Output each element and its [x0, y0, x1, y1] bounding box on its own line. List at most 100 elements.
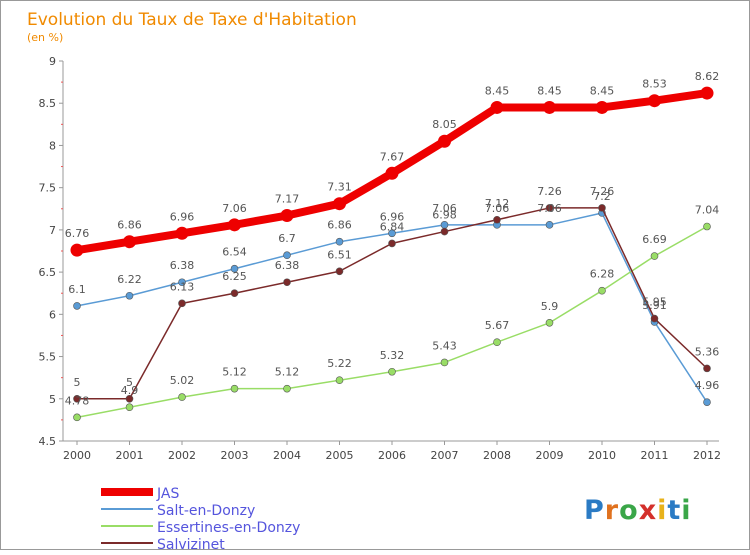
data-label: 7.04: [695, 204, 720, 217]
data-label: 6.54: [222, 246, 247, 259]
data-labels: 6.16.226.386.546.76.866.967.06 7.06 7.067.…: [65, 70, 720, 407]
data-label: 7.26: [590, 185, 615, 198]
x-tick-label: 2000: [63, 449, 91, 462]
data-point: [595, 100, 609, 114]
data-point: [280, 209, 294, 223]
logo-letter: o: [619, 495, 639, 526]
data-point: [598, 204, 606, 212]
data-label: 6.76: [65, 227, 90, 240]
data-point: [700, 86, 714, 100]
data-label: 6.51: [327, 248, 352, 261]
data-point: [703, 398, 711, 406]
data-label: 5.67: [485, 319, 510, 332]
data-label: 6.13: [170, 280, 195, 293]
data-point: [73, 302, 81, 310]
x-tick-label: 2004: [273, 449, 301, 462]
data-label: 4.78: [65, 394, 90, 407]
data-label: 6.96: [170, 210, 195, 223]
x-tick-label: 2002: [168, 449, 196, 462]
data-point: [650, 252, 659, 260]
x-tick-label: 2010: [588, 449, 616, 462]
y-tick-label: 6: [49, 308, 56, 321]
data-label: 7.06: [222, 202, 247, 215]
data-label: 6.28: [590, 268, 615, 281]
data-point: [333, 197, 346, 211]
logo-text: Proxiti: [584, 495, 692, 526]
data-point: [335, 237, 344, 246]
data-label: 7.2: [593, 190, 611, 203]
x-tick-label: 2001: [116, 449, 144, 462]
x-tick-label: 2012: [693, 449, 721, 462]
x-tick-label: 2003: [221, 449, 249, 462]
data-point: [493, 215, 501, 224]
data-label: 7.17: [275, 193, 300, 206]
data-label: 8.53: [642, 78, 667, 91]
data-point: [385, 166, 399, 180]
x-tick-label: 2007: [431, 449, 459, 462]
data-point: [388, 367, 396, 376]
data-label: 6.1: [68, 283, 86, 296]
data-label: 6.96: [380, 210, 405, 223]
y-tick-label: 7: [49, 224, 56, 237]
data-label: 5.22: [327, 357, 352, 370]
logo-letter: i: [681, 495, 691, 526]
data-label: 8.45: [485, 84, 510, 97]
data-label: 7.67: [380, 150, 405, 163]
data-point: [178, 393, 186, 401]
logo-letter: x: [639, 495, 657, 526]
data-label: 5: [126, 376, 133, 389]
data-point: [123, 235, 136, 249]
data-point: [335, 267, 344, 276]
data-label: 5: [74, 376, 81, 389]
data-point: [648, 94, 661, 108]
data-point: [125, 291, 134, 300]
data-point: [175, 226, 189, 240]
y-tick-label: 4.5: [39, 435, 57, 448]
data-label: 6.38: [170, 259, 195, 272]
axes: 4.5 5 5.5 6 6.5 7 7.5 8 8.5 9 2000 2001 2002 2003 2004…: [39, 55, 722, 462]
data-point: [543, 100, 556, 114]
data-point: [283, 278, 291, 287]
y-tick-label: 7.5: [39, 182, 57, 195]
data-point: [178, 299, 186, 308]
data-label: 6.84: [380, 220, 405, 233]
chart-subtitle: (en %): [27, 31, 63, 44]
logo-letter: r: [605, 495, 619, 526]
chart-title: Evolution du Taux de Taxe d'Habitation: [27, 10, 357, 30]
data-label: 6.25: [222, 270, 247, 283]
data-point: [228, 218, 241, 232]
data-label: 5.36: [695, 345, 720, 358]
data-point: [493, 338, 501, 347]
data-label: 5.9: [541, 300, 559, 313]
data-label: 7.06: [537, 202, 562, 215]
data-point: [490, 100, 504, 114]
data-point: [545, 221, 554, 229]
series-lines: [70, 86, 714, 422]
data-point: [703, 364, 711, 373]
logo-letter: P: [584, 495, 605, 526]
data-label: 4.9: [121, 384, 139, 397]
data-point: [598, 286, 606, 295]
data-point: [440, 358, 449, 367]
data-point: [73, 413, 81, 422]
y-tick-label: 8: [49, 139, 56, 152]
data-point: [438, 134, 451, 148]
data-label: 6.86: [117, 219, 142, 232]
logo-letter: i: [657, 495, 667, 526]
data-label: 8.05: [432, 118, 457, 131]
data-label: 4.96: [695, 379, 720, 392]
data-label: 6.98: [432, 209, 457, 222]
data-point: [178, 278, 186, 287]
x-tick-label: 2011: [641, 449, 669, 462]
data-point: [388, 239, 396, 248]
data-point: [545, 318, 554, 327]
x-tick-label: 2009: [536, 449, 564, 462]
data-label: 8.45: [537, 84, 562, 97]
data-label: 5.91: [642, 299, 667, 312]
data-point: [283, 384, 291, 393]
data-point: [650, 314, 659, 323]
data-point: [545, 204, 554, 212]
data-point: [125, 403, 134, 412]
x-tick-label: 2005: [326, 449, 354, 462]
